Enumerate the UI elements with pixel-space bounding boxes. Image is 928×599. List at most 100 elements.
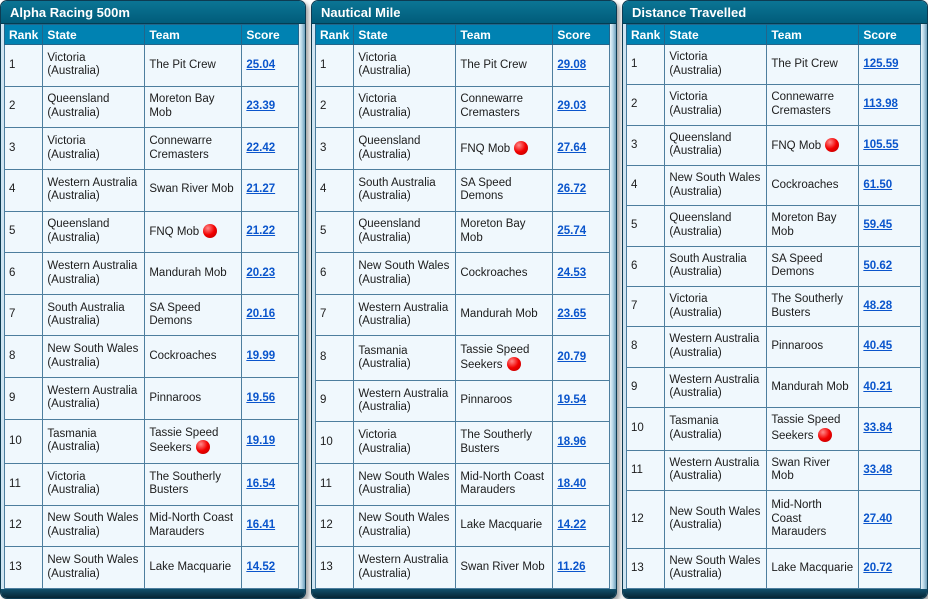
- score-link[interactable]: 61.50: [863, 178, 893, 191]
- score-link[interactable]: 19.99: [246, 350, 276, 363]
- team-name: Mid-North Coast Marauders: [460, 470, 545, 497]
- score-link[interactable]: 25.74: [557, 225, 587, 238]
- panel-body: Rank State Team Score 1 Victoria (Austral…: [623, 24, 927, 589]
- score-link[interactable]: 29.03: [557, 100, 587, 113]
- score-cell: 16.54: [241, 463, 300, 506]
- team-name: Moreton Bay Mob: [771, 212, 837, 238]
- score-link[interactable]: 113.98: [863, 98, 898, 111]
- team-name: The Pit Crew: [149, 58, 216, 71]
- rank-cell: 2: [314, 85, 355, 129]
- rank-cell: 3: [3, 127, 44, 170]
- score-cell: 48.28: [858, 285, 922, 328]
- state-cell: Western Australia (Australia): [353, 293, 457, 337]
- score-cell: 24.53: [552, 252, 611, 295]
- score-link[interactable]: 18.40: [557, 477, 587, 490]
- table-row: 12 New South Wales (Australia) Mid-North C…: [625, 490, 922, 549]
- score-link[interactable]: 29.08: [557, 58, 587, 71]
- state-cell: Western Australia (Australia): [353, 379, 457, 423]
- rank-cell: 13: [314, 546, 355, 589]
- score-link[interactable]: 48.28: [863, 299, 893, 312]
- score-cell: 20.72: [858, 547, 922, 589]
- state-cell: South Australia (Australia): [42, 293, 146, 337]
- score-cell: 27.40: [858, 490, 922, 549]
- team-cell: Lake Macquarie: [144, 546, 243, 589]
- table-row: 7 South Australia (Australia) SA Speed Dem…: [3, 293, 300, 337]
- state-cell: Tasmania (Australia): [42, 418, 146, 465]
- rank-cell: 6: [625, 245, 666, 287]
- score-cell: 21.27: [241, 168, 300, 212]
- table-row: 13 New South Wales (Australia) Lake Macqua…: [625, 547, 922, 589]
- score-link[interactable]: 20.16: [246, 308, 276, 321]
- score-link[interactable]: 40.21: [863, 380, 893, 393]
- rank-cell: 7: [3, 293, 44, 337]
- score-link[interactable]: 18.96: [557, 435, 587, 448]
- score-link[interactable]: 21.22: [246, 225, 276, 238]
- rank-cell: 4: [625, 164, 666, 207]
- rank-cell: 1: [3, 44, 44, 87]
- score-link[interactable]: 19.19: [246, 434, 276, 447]
- score-link[interactable]: 16.41: [246, 519, 276, 532]
- score-link[interactable]: 40.45: [863, 340, 893, 353]
- rank-cell: 4: [314, 168, 355, 212]
- score-link[interactable]: 20.23: [246, 266, 276, 279]
- score-link[interactable]: 125.59: [863, 57, 899, 70]
- table-row: 2 Victoria (Australia) Connewarre Cremaste…: [314, 85, 611, 129]
- score-link[interactable]: 16.54: [246, 477, 276, 490]
- score-cell: 61.50: [858, 164, 922, 207]
- score-link[interactable]: 23.39: [246, 100, 276, 113]
- col-header-rank: Rank: [625, 24, 666, 45]
- score-link[interactable]: 24.53: [557, 266, 587, 279]
- team-cell: Cockroaches: [144, 335, 243, 379]
- score-link[interactable]: 14.22: [557, 519, 587, 532]
- score-link[interactable]: 11.26: [557, 560, 586, 573]
- score-cell: 18.96: [552, 421, 611, 464]
- state-cell: Western Australia (Australia): [664, 366, 768, 408]
- score-link[interactable]: 59.45: [863, 219, 893, 232]
- highlight-marker-icon: [825, 137, 840, 152]
- rank-cell: 3: [314, 127, 355, 170]
- state-cell: Victoria (Australia): [42, 44, 146, 87]
- team-name: The Pit Crew: [771, 57, 838, 70]
- team-cell: Lake Macquarie: [766, 547, 860, 589]
- score-cell: 21.22: [241, 210, 300, 254]
- table-row: 10 Victoria (Australia) The Southerly Bust…: [314, 421, 611, 464]
- score-link[interactable]: 33.48: [863, 463, 893, 476]
- score-link[interactable]: 50.62: [863, 259, 893, 272]
- score-link[interactable]: 20.72: [863, 561, 893, 574]
- team-cell: Pinnaroos: [144, 377, 243, 420]
- panel-footer-bar: [623, 589, 927, 598]
- state-cell: Victoria (Australia): [353, 421, 457, 464]
- team-cell: Mid-North Coast Marauders: [144, 504, 243, 548]
- score-link[interactable]: 19.56: [246, 391, 276, 404]
- header-row: Rank State Team Score: [625, 24, 922, 45]
- score-link[interactable]: 21.27: [246, 183, 276, 196]
- score-link[interactable]: 27.40: [863, 512, 893, 525]
- team-name: Tassie Speed Seekers: [149, 426, 219, 455]
- score-link[interactable]: 23.65: [557, 308, 587, 321]
- table-row: 13 Western Australia (Australia) Swan Rive…: [314, 546, 611, 589]
- team-cell: Cockroaches: [455, 252, 554, 295]
- score-link[interactable]: 33.84: [863, 422, 893, 435]
- team-cell: Mid-North Coast Marauders: [455, 463, 554, 506]
- score-link[interactable]: 105.55: [863, 138, 899, 151]
- score-cell: 19.19: [241, 418, 300, 465]
- panel-body: Rank State Team Score 1 Victoria (Austral…: [1, 24, 305, 589]
- state-cell: New South Wales (Australia): [353, 252, 457, 295]
- team-cell: Connewarre Cremasters: [144, 127, 243, 170]
- state-cell: New South Wales (Australia): [42, 335, 146, 379]
- rank-cell: 1: [625, 43, 666, 86]
- table-row: 2 Queensland (Australia) Moreton Bay Mob 23…: [3, 85, 300, 129]
- panel-footer-bar: [1, 589, 305, 598]
- score-link[interactable]: 22.42: [246, 141, 276, 154]
- team-cell: SA Speed Demons: [455, 168, 554, 212]
- table-row: 2 Victoria (Australia) Connewarre Cremaste…: [625, 84, 922, 126]
- score-link[interactable]: 19.54: [557, 394, 587, 407]
- score-link[interactable]: 14.52: [246, 560, 276, 573]
- score-link[interactable]: 26.72: [557, 183, 587, 196]
- score-link[interactable]: 27.64: [557, 141, 587, 154]
- score-link[interactable]: 20.79: [557, 351, 587, 364]
- col-header-rank: Rank: [3, 24, 44, 45]
- panel-title: Nautical Mile: [312, 1, 616, 24]
- team-cell: Pinnaroos: [766, 326, 860, 368]
- score-link[interactable]: 25.04: [246, 58, 276, 71]
